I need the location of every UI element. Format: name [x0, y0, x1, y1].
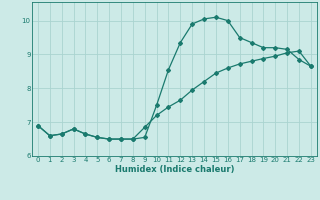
X-axis label: Humidex (Indice chaleur): Humidex (Indice chaleur) — [115, 165, 234, 174]
